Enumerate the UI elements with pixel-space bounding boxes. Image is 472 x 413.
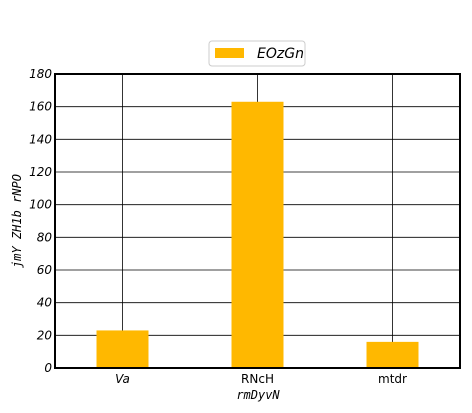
y-tick-label: 60 [37,263,53,277]
y-tick-label: 180 [29,67,52,81]
bars-layer [96,101,419,369]
y-tick-label: 100 [29,198,52,212]
y-axis-ticks: 0 20 40 60 80 100 120 140 160 180 [29,67,52,375]
x-axis-label: rmDyvN [236,388,280,402]
bar [366,341,419,368]
y-tick-label: 80 [37,230,53,244]
y-axis-label: jmY ZH1b rNPO [10,174,24,268]
x-tick-label: mtdr [378,372,407,386]
legend-swatch [215,48,244,58]
x-axis-ticks: Va RNcH mtdr [115,372,407,386]
y-tick-label: 140 [29,132,52,146]
y-tick-label: 0 [44,361,52,375]
y-tick-label: 20 [37,328,53,342]
y-tick-label: 40 [37,296,53,310]
legend-box [208,40,306,67]
x-tick-label: RNcH [241,372,274,386]
bar [96,330,149,368]
x-tick-label: Va [115,372,130,386]
plot-frame [54,73,461,369]
legend-label: EOzGn [257,46,304,62]
y-tick-label: 120 [29,165,52,179]
y-tick-label: 160 [29,100,52,114]
bar [231,101,284,369]
legend: EOzGn [208,40,306,67]
